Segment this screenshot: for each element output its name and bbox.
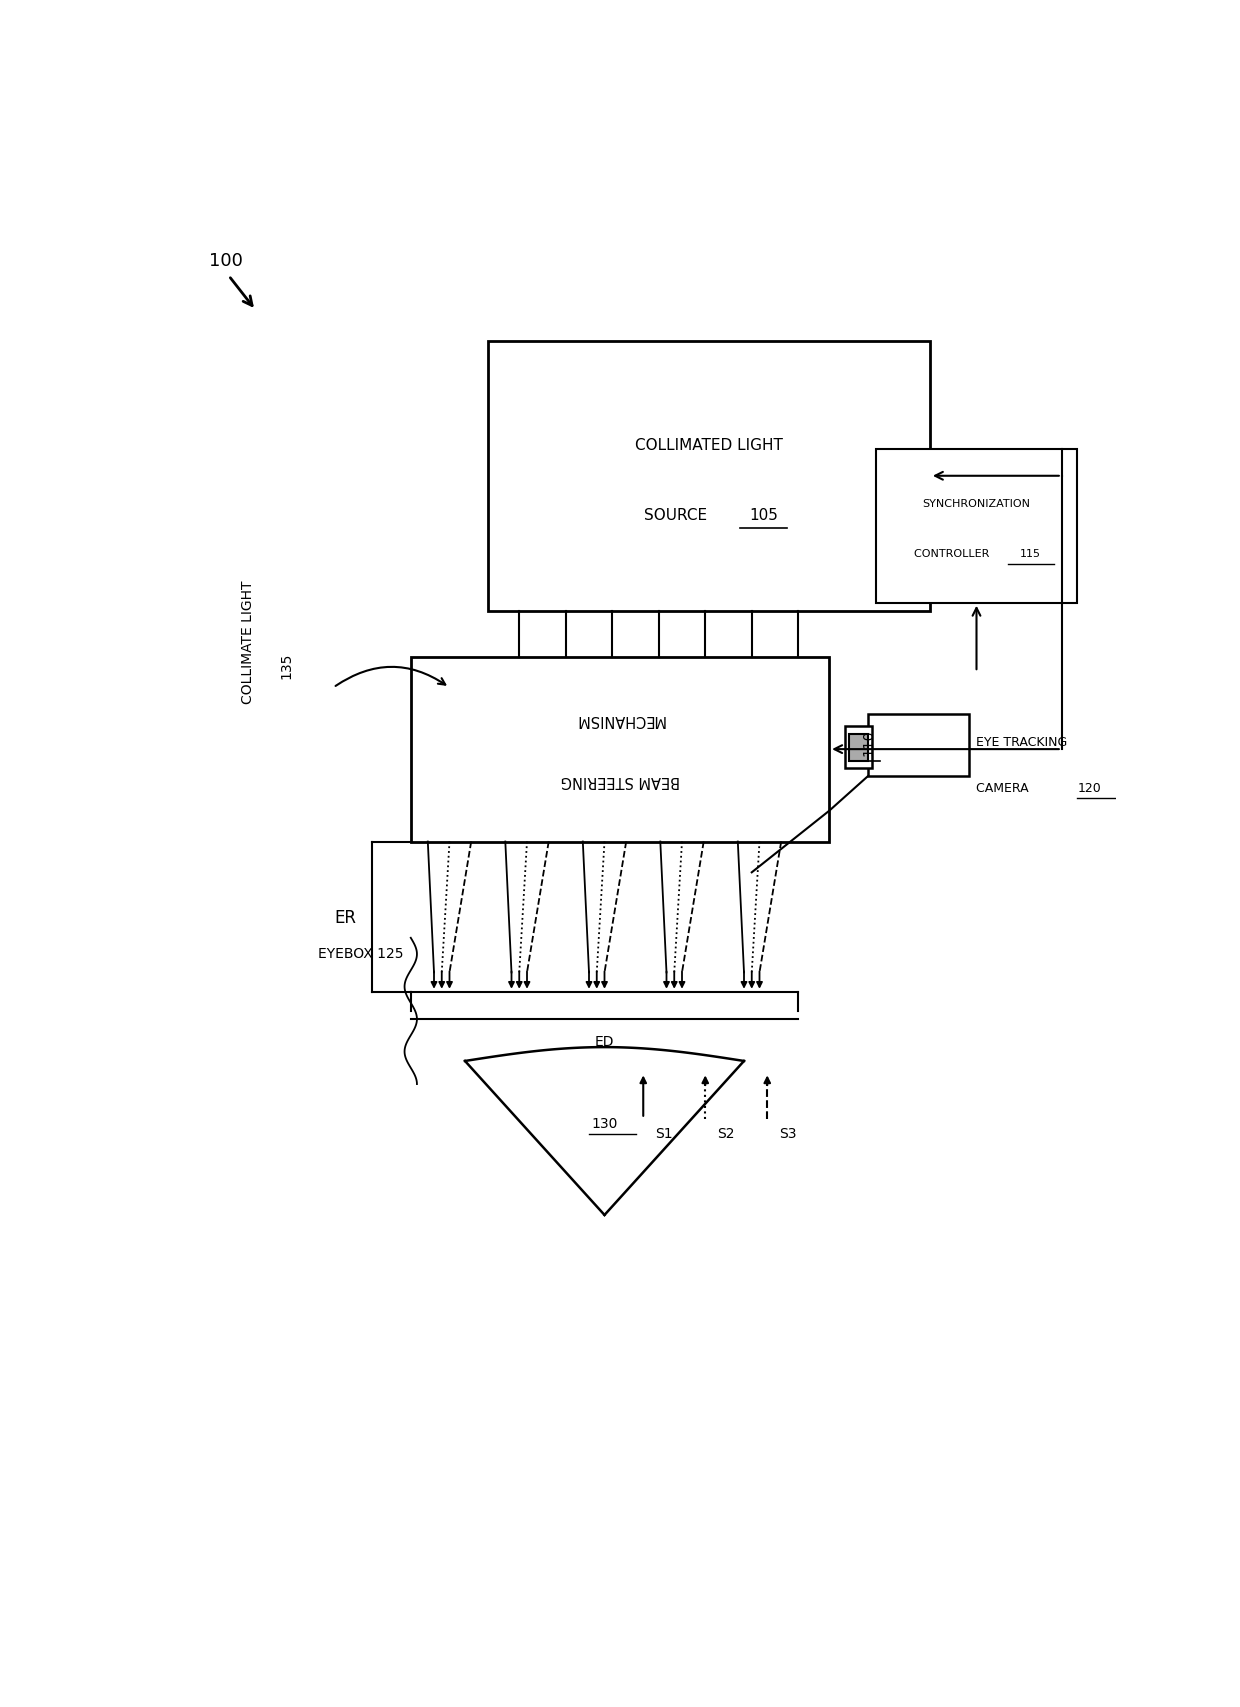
Text: 100: 100 bbox=[210, 253, 243, 270]
Bar bbox=[844, 727, 872, 768]
Text: SOURCE: SOURCE bbox=[644, 507, 712, 522]
Text: EYE TRACKING: EYE TRACKING bbox=[977, 736, 1068, 748]
Text: 105: 105 bbox=[749, 507, 777, 522]
Text: SYNCHRONIZATION: SYNCHRONIZATION bbox=[923, 498, 1030, 509]
Text: 120: 120 bbox=[1078, 782, 1101, 795]
Text: ED: ED bbox=[595, 1034, 614, 1048]
Text: 130: 130 bbox=[591, 1116, 618, 1130]
Text: 135: 135 bbox=[280, 652, 294, 678]
Text: BEAM STEERING: BEAM STEERING bbox=[560, 773, 680, 789]
Text: S1: S1 bbox=[655, 1127, 672, 1140]
Text: 110: 110 bbox=[861, 729, 875, 754]
Bar bbox=[848, 734, 868, 761]
Text: EYEBOX 125: EYEBOX 125 bbox=[317, 947, 403, 961]
Text: S2: S2 bbox=[717, 1127, 734, 1140]
Bar bbox=[489, 341, 930, 611]
Text: CAMERA: CAMERA bbox=[977, 782, 1033, 795]
Text: 115: 115 bbox=[1021, 548, 1042, 558]
Text: ER: ER bbox=[335, 908, 357, 927]
Bar bbox=[410, 657, 830, 842]
Text: S3: S3 bbox=[779, 1127, 796, 1140]
Bar bbox=[875, 449, 1078, 604]
Text: COLLIMATE LIGHT: COLLIMATE LIGHT bbox=[241, 580, 255, 703]
Text: COLLIMATED LIGHT: COLLIMATED LIGHT bbox=[635, 439, 784, 452]
Text: CONTROLLER: CONTROLLER bbox=[914, 548, 993, 558]
Text: MECHANISM: MECHANISM bbox=[575, 712, 665, 727]
Bar bbox=[868, 715, 968, 777]
